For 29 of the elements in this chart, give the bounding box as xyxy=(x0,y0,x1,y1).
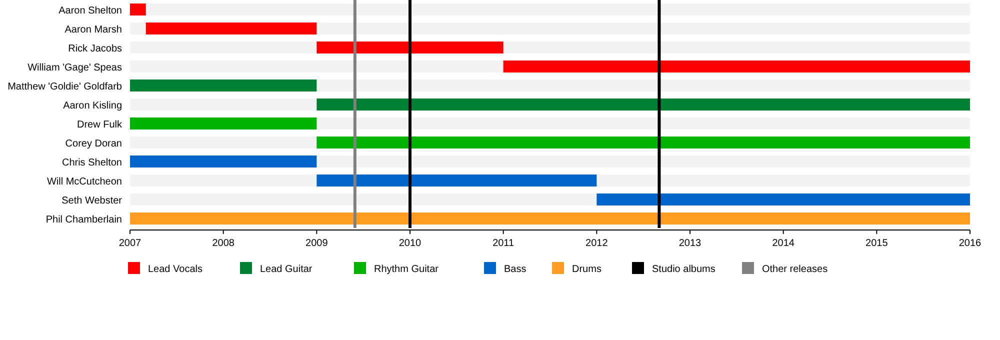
x-tick-label: 2016 xyxy=(958,238,982,249)
x-tick-label: 2012 xyxy=(586,238,608,249)
y-tick-label: Aaron Shelton xyxy=(58,6,122,16)
legend-label: Rhythm Guitar xyxy=(374,264,440,275)
y-tick-label: Corey Doran xyxy=(65,138,122,150)
legend-label: Lead Vocals xyxy=(148,264,202,275)
y-tick-label: William 'Gage' Speas xyxy=(28,62,122,74)
legend-label: Lead Guitar xyxy=(260,264,313,275)
x-tick-label: 2008 xyxy=(212,238,235,249)
y-tick-label: Chris Shelton xyxy=(62,158,122,168)
y-tick-label: Aaron Kisling xyxy=(63,100,122,112)
legend-label: Studio albums xyxy=(652,264,716,275)
legend-label: Drums xyxy=(572,264,602,275)
y-tick-label: Matthew 'Goldie' Goldfarb xyxy=(8,82,122,92)
x-tick-label: 2009 xyxy=(306,238,328,249)
x-tick-label: 2015 xyxy=(866,238,888,249)
x-tick-label: 2007 xyxy=(118,238,142,249)
x-tick-label: 2010 xyxy=(398,238,422,249)
legend-label: Other releases xyxy=(762,264,828,275)
y-tick-label: Phil Chamberlain xyxy=(46,214,122,226)
legend-label: Bass xyxy=(504,264,526,275)
y-tick-label: Will McCutcheon xyxy=(46,176,122,188)
y-tick-label: Drew Fulk xyxy=(76,120,123,130)
x-tick-label: 2013 xyxy=(678,238,702,249)
y-tick-label: Rick Jacobs xyxy=(68,44,122,54)
x-tick-label: 2014 xyxy=(772,238,795,249)
x-tick-label: 2011 xyxy=(492,238,515,249)
y-tick-label: Aaron Marsh xyxy=(64,24,122,36)
y-tick-label: Seth Webster xyxy=(62,196,123,206)
